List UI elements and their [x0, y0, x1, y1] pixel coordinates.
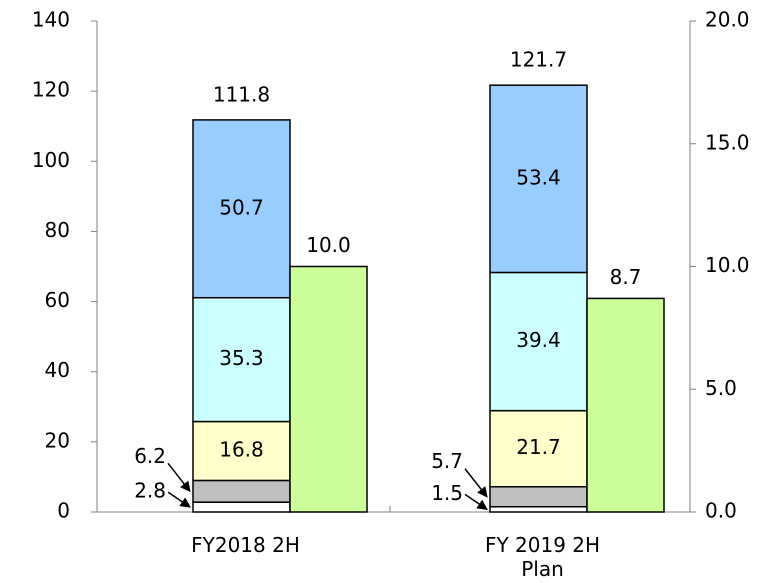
bar-segment — [192, 119, 291, 299]
value-label: 39.4 — [516, 328, 561, 352]
y-tick-label: 100 — [32, 148, 70, 172]
y-tick-label: 0 — [57, 499, 70, 523]
bar-segment — [192, 479, 291, 503]
value-label: 10.0 — [306, 233, 351, 257]
label-arrow — [464, 468, 488, 498]
value-label: 5.7 — [431, 449, 463, 473]
y2-tick-label: 15.0 — [705, 130, 750, 154]
bar-segment — [192, 501, 291, 513]
bar-segment — [489, 485, 588, 508]
bar-segment — [192, 420, 291, 482]
bar — [289, 265, 368, 513]
value-label: 16.8 — [219, 437, 264, 461]
total-label: 121.7 — [510, 48, 567, 72]
bar-segment — [489, 84, 588, 274]
value-label: 6.2 — [134, 444, 166, 468]
y-tick-label: 80 — [45, 218, 70, 242]
value-label: 8.7 — [610, 265, 642, 289]
value-label: 53.4 — [516, 165, 561, 189]
value-label: 2.8 — [134, 479, 166, 503]
label-arrow — [464, 493, 488, 510]
bar — [586, 297, 665, 513]
y2-tick-label: 5.0 — [705, 376, 737, 400]
label-arrow — [167, 491, 191, 508]
label-arrow — [167, 462, 191, 493]
x-tick-label: FY 2019 2H Plan — [484, 533, 601, 581]
value-label: 35.3 — [219, 346, 264, 370]
bar-segment — [192, 296, 291, 423]
value-label: 50.7 — [219, 195, 264, 219]
y-tick-label: 140 — [32, 8, 70, 32]
value-label: 21.7 — [516, 435, 561, 459]
y-tick-label: 60 — [45, 288, 70, 312]
y-tick-label: 20 — [45, 428, 70, 452]
y2-tick-label: 10.0 — [705, 253, 750, 277]
value-label: 1.5 — [431, 481, 463, 505]
y2-tick-label: 20.0 — [705, 8, 750, 32]
y-tick-label: 40 — [45, 358, 70, 382]
x-tick-label: FY2018 2H — [191, 533, 300, 557]
bar-segment — [489, 505, 588, 513]
y2-tick-label: 0.0 — [705, 499, 737, 523]
total-label: 111.8 — [213, 82, 270, 106]
y-tick-label: 120 — [32, 78, 70, 102]
